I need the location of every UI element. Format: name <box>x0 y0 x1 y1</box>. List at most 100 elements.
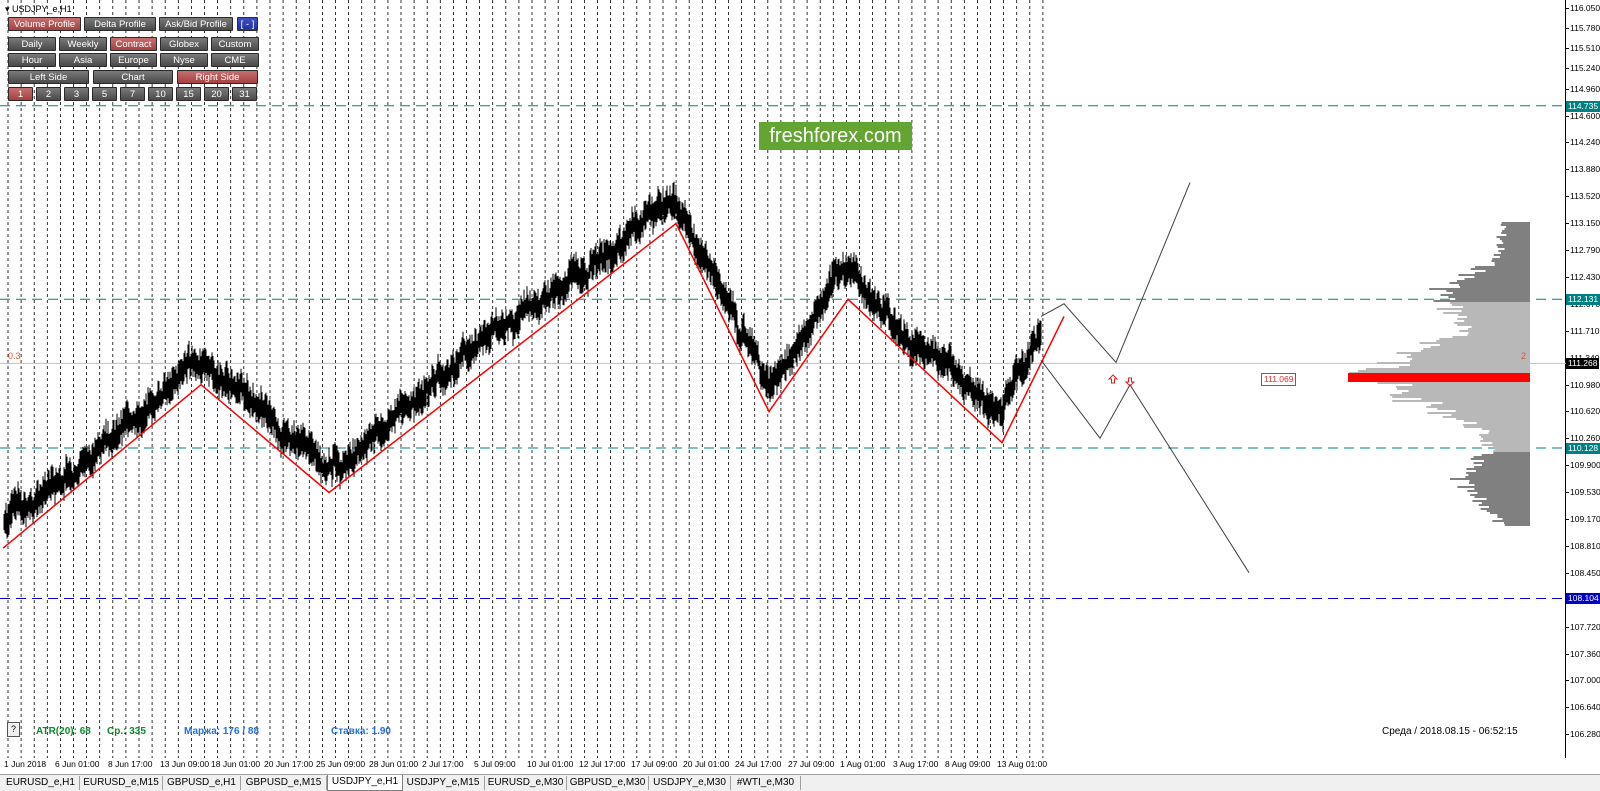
profile-bar <box>1506 226 1530 228</box>
left-marker: 0.3 <box>8 351 21 361</box>
chart-tab[interactable]: USDJPY_e,M15 <box>402 776 485 790</box>
profile-bar <box>1488 506 1530 508</box>
profile-bar <box>1486 498 1530 500</box>
panel-button[interactable]: Custom <box>211 37 259 51</box>
time-label: 5 Jul 09:00 <box>474 759 516 769</box>
chart-tab[interactable]: USDJPY_e,M30 <box>649 776 731 790</box>
price-tick <box>1566 142 1569 144</box>
price-tick <box>1566 545 1569 547</box>
profile-bar <box>1448 296 1530 298</box>
price-tick <box>1566 438 1569 440</box>
panel-button[interactable]: Globex <box>160 37 208 51</box>
profile-bar <box>1470 494 1530 496</box>
profile-bar <box>1494 262 1530 264</box>
panel-button[interactable]: Hour <box>8 53 56 67</box>
chart-tab[interactable]: USDJPY_e,H1 <box>327 775 403 791</box>
price-chart[interactable] <box>0 0 1566 758</box>
panel-button[interactable]: Right Side <box>177 70 258 84</box>
panel-button[interactable]: 1 <box>8 87 33 101</box>
profile-bar <box>1470 458 1530 460</box>
time-label: 28 Jun 01:00 <box>369 759 419 769</box>
chart-tab[interactable]: GBPUSD_e,M30 <box>567 776 649 790</box>
symbol-label: ▾ USDJPY_e,H1 <box>5 4 72 14</box>
profile-bar <box>1467 490 1530 492</box>
panel-button[interactable]: Nyse <box>160 53 208 67</box>
profile-bar <box>1494 448 1530 450</box>
price-tick <box>1566 88 1569 90</box>
profile-bar <box>1439 344 1530 346</box>
profile-bar <box>1501 222 1530 224</box>
panel-button[interactable]: Contract <box>110 37 157 51</box>
profile-bar <box>1458 284 1530 286</box>
chart-tab[interactable]: EURUSD_e,M30 <box>485 776 567 790</box>
volume-profile <box>1348 222 1530 526</box>
profile-bar <box>1493 452 1530 454</box>
price-bar-series <box>3 181 1042 539</box>
price-level-tag: 110.128 <box>1566 443 1600 455</box>
price-tick <box>1566 653 1569 655</box>
poc-price-box: 111.069 <box>1261 373 1297 386</box>
profile-bar <box>1476 422 1530 424</box>
panel-button[interactable]: Chart <box>93 70 173 84</box>
profile-bar <box>1499 238 1530 240</box>
profile-bar <box>1501 232 1530 234</box>
up-arrow-icon <box>1107 374 1119 384</box>
dropdown-triangle-icon[interactable]: ▾ <box>5 4 10 14</box>
panel-button[interactable]: Weekly <box>59 37 107 51</box>
chart-tab[interactable]: EURUSD_e,M15 <box>80 776 163 790</box>
down-arrow-icon <box>1124 377 1136 387</box>
price-tick <box>1566 196 1569 197</box>
chart-tab[interactable]: GBPUSD_e,M15 <box>241 776 327 790</box>
panel-button[interactable]: 7 <box>120 87 145 101</box>
panel-button[interactable]: 10 <box>148 87 173 101</box>
profile-bar <box>1450 302 1530 304</box>
time-label: 27 Jul 09:00 <box>788 759 835 769</box>
profile-bar <box>1440 294 1530 296</box>
profile-bar <box>1466 468 1530 470</box>
panel-button[interactable]: Ask/Bid Profile <box>159 17 233 31</box>
chart-tab[interactable]: EURUSD_e,H1 <box>2 776 80 790</box>
profile-bar <box>1486 510 1530 512</box>
panel-button[interactable]: Left Side <box>8 70 89 84</box>
panel-button[interactable]: 3 <box>64 87 89 101</box>
price-tick <box>1566 680 1569 682</box>
price-label: 106.640 <box>1570 702 1600 713</box>
panel-button[interactable]: Volume Profile <box>8 17 81 31</box>
chart-area[interactable]: ▾ USDJPY_e,H1 Volume Profile Delta Profil… <box>0 0 1566 758</box>
panel-button[interactable]: [ - ] <box>237 17 258 31</box>
panel-button[interactable]: 20 <box>204 87 229 101</box>
price-label: 116.050 <box>1570 3 1600 13</box>
profile-bar <box>1421 398 1530 400</box>
profile-bar <box>1468 332 1530 334</box>
price-label: 108.810 <box>1570 540 1600 551</box>
time-label: 17 Jul 09:00 <box>631 759 678 769</box>
profile-bar <box>1496 244 1530 246</box>
help-button[interactable]: ? <box>7 722 20 737</box>
panel-button[interactable]: 15 <box>176 87 201 101</box>
profile-bar <box>1455 298 1530 300</box>
chart-tab[interactable]: #WTI_e,M30 <box>731 776 801 790</box>
panel-button[interactable]: 2 <box>36 87 61 101</box>
profile-bar <box>1456 280 1530 282</box>
profile-bar <box>1458 274 1530 276</box>
profile-bar <box>1497 514 1530 516</box>
price-tick <box>1566 707 1569 709</box>
profile-bar <box>1483 460 1530 462</box>
panel-button[interactable]: Daily <box>8 37 56 51</box>
panel-button[interactable]: 5 <box>92 87 117 101</box>
price-tick <box>1566 519 1569 521</box>
panel-button[interactable]: Europe <box>110 53 157 67</box>
zigzag-polyline <box>2 222 1065 549</box>
price-label: 113.150 <box>1570 218 1600 229</box>
panel-button[interactable]: CME <box>211 53 259 67</box>
chart-tab[interactable]: GBPUSD_e,H1 <box>163 776 241 790</box>
profile-bar <box>1392 400 1530 402</box>
time-label: 8 Aug 09:00 <box>945 759 991 769</box>
profile-bar <box>1492 520 1530 522</box>
panel-button[interactable]: Delta Profile <box>84 17 156 31</box>
price-label: 112.790 <box>1570 245 1600 256</box>
panel-button[interactable]: 31 <box>232 87 257 101</box>
price-label: 109.170 <box>1570 514 1600 525</box>
price-label: 110.260 <box>1570 433 1600 444</box>
panel-button[interactable]: Asia <box>59 53 107 67</box>
